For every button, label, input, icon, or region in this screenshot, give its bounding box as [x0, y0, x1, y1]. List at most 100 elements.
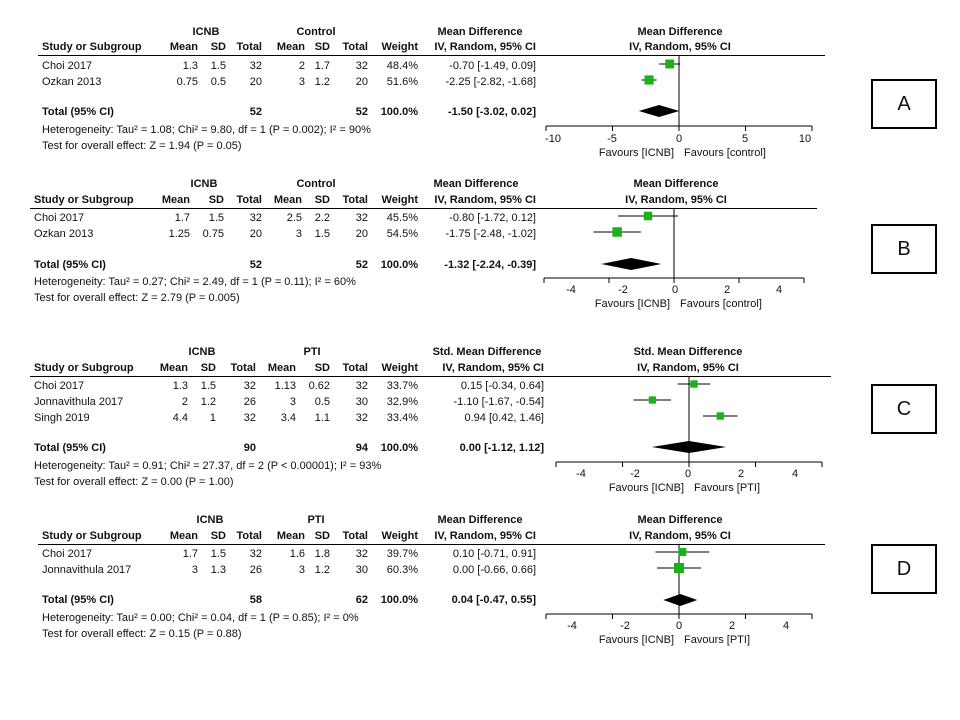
effect-header: Mean Difference: [437, 26, 523, 38]
study-name: Ozkan 2013: [42, 76, 102, 88]
group2-header: Control: [296, 178, 336, 190]
col-study: Study or Subgroup: [34, 194, 134, 206]
col-sd-1: SD: [210, 530, 226, 542]
study-n-2: 32: [355, 60, 368, 72]
panel-label-d: D: [871, 544, 937, 594]
axis-tick-label: -2: [618, 284, 628, 296]
col-plot-ci: IV, Random, 95% CI: [625, 194, 727, 206]
study-mean-2: 3: [298, 564, 305, 576]
heterogeneity-text: Heterogeneity: Tau² = 1.08; Chi² = 9.80,…: [42, 124, 371, 136]
study-weight: 54.5%: [386, 228, 418, 240]
study-sd-2: 1.7: [314, 60, 330, 72]
study-mean-2: 3.4: [280, 412, 296, 424]
col-mean-2: Mean: [276, 530, 305, 542]
study-name: Singh 2019: [34, 412, 90, 424]
col-total-1: Total: [236, 530, 262, 542]
study-name: Jonnavithula 2017: [34, 396, 124, 408]
study-sd-2: 1.8: [314, 548, 330, 560]
total-weight: 100.0%: [380, 106, 418, 118]
forest-panel-a: ICNB Control Mean Difference Mean Differ…: [0, 0, 960, 170]
total-label: Total (95% CI): [34, 259, 106, 271]
col-sd-2: SD: [314, 362, 330, 374]
study-sd-1: 1.5: [208, 212, 224, 224]
study-sd-1: 0.5: [210, 76, 226, 88]
col-plot-ci: IV, Random, 95% CI: [637, 362, 739, 374]
col-ci: IV, Random, 95% CI: [434, 530, 536, 542]
col-ci: IV, Random, 95% CI: [442, 362, 544, 374]
axis-tick-label: 0: [684, 468, 692, 480]
col-plot-ci: IV, Random, 95% CI: [629, 41, 731, 53]
plot-header: Mean Difference: [633, 178, 719, 190]
study-n-2: 32: [355, 212, 368, 224]
col-ci: IV, Random, 95% CI: [434, 41, 536, 53]
study-weight: 33.7%: [386, 380, 418, 392]
total-ci: 0.00 [-1.12, 1.12]: [459, 442, 544, 454]
col-mean-1: Mean: [161, 194, 190, 206]
axis-tick-label: -2: [620, 620, 630, 632]
group1-header: ICNB: [192, 26, 220, 38]
total-n-2: 94: [355, 442, 368, 454]
group2-header: PTI: [307, 514, 325, 526]
study-ci: 0.15 [-0.34, 0.64]: [460, 380, 544, 392]
effect-header: Std. Mean Difference: [432, 346, 542, 358]
total-n-2: 52: [355, 259, 368, 271]
study-n-1: 32: [249, 60, 262, 72]
study-mean-1: 0.75: [176, 76, 198, 88]
axis-tick-label: 0: [675, 133, 683, 145]
group1-header: ICNB: [188, 346, 216, 358]
study-sd-1: 1.5: [210, 548, 226, 560]
total-ci: -1.32 [-2.24, -0.39]: [444, 259, 536, 271]
study-point-marker: [673, 562, 685, 574]
favours-right-label: Favours [control]: [680, 298, 762, 310]
study-weight: 51.6%: [386, 76, 418, 88]
col-mean-1: Mean: [169, 41, 198, 53]
study-name: Choi 2017: [34, 380, 85, 392]
panel-label-c: C: [871, 384, 937, 434]
forest-panel-d: ICNB PTI Mean Difference Mean Difference…: [38, 514, 825, 646]
study-point-marker: [643, 211, 653, 221]
study-ci: 0.94 [0.42, 1.46]: [464, 412, 544, 424]
pooled-estimate-diamond: [663, 594, 698, 606]
col-total-1: Total: [230, 362, 256, 374]
study-sd-1: 1.5: [200, 380, 216, 392]
study-n-1: 20: [249, 76, 262, 88]
axis-tick-label: 2: [723, 284, 731, 296]
col-total-1: Total: [236, 194, 262, 206]
study-weight: 39.7%: [386, 548, 418, 560]
favours-left-label: Favours [ICNB]: [598, 634, 674, 646]
axis-tick-label: 0: [675, 620, 683, 632]
overall-effect-text: Test for overall effect: Z = 2.79 (P = 0…: [34, 292, 240, 304]
col-study: Study or Subgroup: [42, 41, 142, 53]
study-sd-1: 1: [209, 412, 216, 424]
axis-tick-label: 0: [671, 284, 679, 296]
study-name: Ozkan 2013: [34, 228, 94, 240]
study-sd-2: 1.5: [314, 228, 330, 240]
pooled-estimate-diamond: [638, 105, 680, 117]
study-n-2: 20: [355, 228, 368, 240]
study-sd-2: 2.2: [314, 212, 330, 224]
study-mean-2: 3: [298, 76, 305, 88]
heterogeneity-text: Heterogeneity: Tau² = 0.27; Chi² = 2.49,…: [34, 276, 356, 288]
col-ci: IV, Random, 95% CI: [434, 194, 536, 206]
col-sd-2: SD: [314, 41, 330, 53]
header-rule: [38, 544, 825, 545]
study-point-marker: [678, 548, 687, 556]
study-sd-2: 0.62: [308, 380, 330, 392]
col-mean-2: Mean: [273, 194, 302, 206]
study-point-marker: [648, 396, 657, 404]
col-sd-2: SD: [314, 530, 330, 542]
forest-panel-c: ICNB PTI Std. Mean Difference Std. Mean …: [30, 346, 831, 494]
heterogeneity-text: Heterogeneity: Tau² = 0.00; Chi² = 0.04,…: [42, 612, 359, 624]
axis-tick-label: -5: [607, 133, 617, 145]
study-sd-2: 1.2: [314, 564, 330, 576]
study-n-2: 32: [355, 548, 368, 560]
axis-tick-label: -4: [566, 284, 576, 296]
study-ci: -2.25 [-2.82, -1.68]: [445, 76, 537, 88]
total-n-1: 58: [249, 594, 262, 606]
total-ci: 0.04 [-0.47, 0.55]: [451, 594, 536, 606]
favours-right-label: Favours [control]: [684, 147, 766, 159]
total-label: Total (95% CI): [42, 594, 114, 606]
forest-panel-b: ICNB Control Mean Difference Mean Differ…: [0, 0, 960, 320]
plot-header: Mean Difference: [637, 514, 723, 526]
